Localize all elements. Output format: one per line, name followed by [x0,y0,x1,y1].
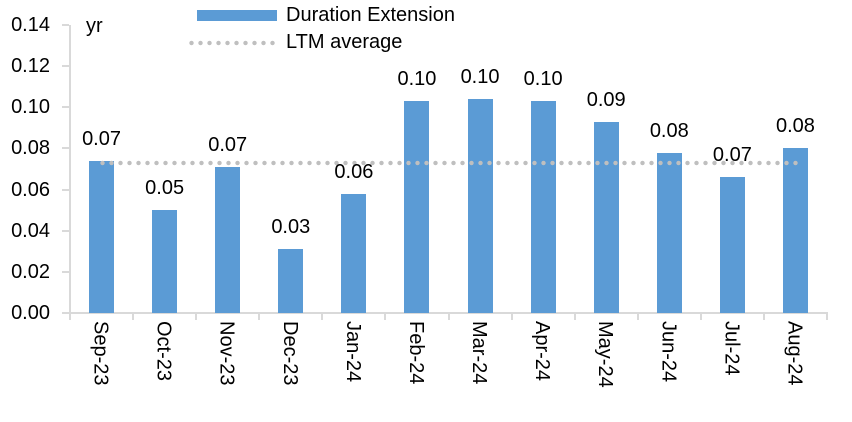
dotted-line-swatch-icon [187,39,277,46]
x-axis-tick [132,313,135,320]
bar [467,99,493,313]
x-axis-category-label: Sep-23 [89,321,112,386]
legend-swatch-cell [187,39,277,46]
bar-value-label: 0.06 [334,160,374,183]
bar-series-swatch-icon [197,10,277,21]
x-axis-category-label: Oct-23 [152,321,175,382]
y-axis-tick [62,24,69,26]
x-axis-tick [258,313,261,320]
y-axis-tick-label: 0.06 [11,178,50,201]
bar-value-label: 0.10 [460,66,500,89]
x-axis-tick [826,313,828,320]
bar-value-label: 0.08 [649,119,689,142]
bar [782,148,808,313]
y-axis-tick-label: 0.10 [11,96,50,119]
bar [656,152,682,313]
bar [530,101,556,313]
x-axis-tick [69,313,71,320]
x-axis-category-label: Jan-24 [341,321,364,383]
bar-value-label: 0.10 [397,68,437,91]
legend-entry-ltm-average: LTM average [187,29,455,56]
legend-label-duration-extension: Duration Extension [286,4,455,26]
bar [404,101,430,313]
x-axis-tick [321,313,324,320]
y-axis-tick [62,188,69,191]
x-axis-tick [510,313,513,320]
x-axis-tick [447,313,450,320]
x-axis-tick [195,313,198,320]
y-axis-tick-label: 0.14 [11,14,50,36]
bar-value-label: 0.10 [523,68,563,91]
bar-value-label: 0.03 [271,216,311,239]
x-axis-category-label: May-24 [594,321,617,388]
bar-value-label: 0.07 [712,144,752,167]
legend-entry-duration-extension: Duration Extension [187,2,455,29]
x-axis-tick [573,313,576,320]
x-axis-category-label: Feb-24 [404,321,427,385]
y-axis-tick-label: 0.08 [11,137,50,160]
x-axis-tick [636,313,639,320]
y-axis-unit-label: yr [86,15,103,37]
bar [719,177,745,313]
bar-value-label: 0.07 [82,127,121,150]
x-axis-category-label: Mar-24 [468,321,491,385]
bar-value-label: 0.08 [775,115,815,138]
y-axis-tick-label: 0.12 [11,55,50,78]
bar [278,249,304,313]
x-axis-category-label: Jul-24 [720,321,743,376]
chart-legend: Duration Extension LTM average [187,2,455,56]
y-axis-tick [62,147,69,150]
y-axis-tick-label: 0.00 [11,302,50,324]
y-axis-tick [62,106,69,109]
y-axis-line [69,25,71,314]
bar [89,160,115,313]
legend-label-ltm-average: LTM average [286,31,403,53]
bar-value-label: 0.07 [208,133,248,156]
bar [215,166,241,313]
bar [593,121,619,313]
bar-value-label: 0.05 [145,177,185,200]
x-axis-tick [762,313,765,320]
legend-swatch-cell [187,10,277,21]
bar [341,193,367,313]
x-axis-category-label: Apr-24 [531,321,554,382]
x-axis-category-label: Aug-24 [783,321,806,386]
ltm-average-line [97,159,800,166]
y-axis-tick-label: 0.02 [11,260,50,283]
x-axis-category-label: Jun-24 [657,321,680,383]
bar-value-label: 0.09 [586,88,626,111]
y-axis-tick [62,65,69,68]
y-axis-tick [62,270,69,273]
y-axis-tick [62,312,69,314]
x-axis-tick [384,313,387,320]
x-axis-category-label: Dec-23 [278,321,301,386]
y-axis-tick [62,229,69,232]
x-axis-tick [699,313,702,320]
bar [152,210,178,313]
x-axis-category-label: Nov-23 [215,321,238,386]
y-axis-tick-label: 0.04 [11,219,50,242]
